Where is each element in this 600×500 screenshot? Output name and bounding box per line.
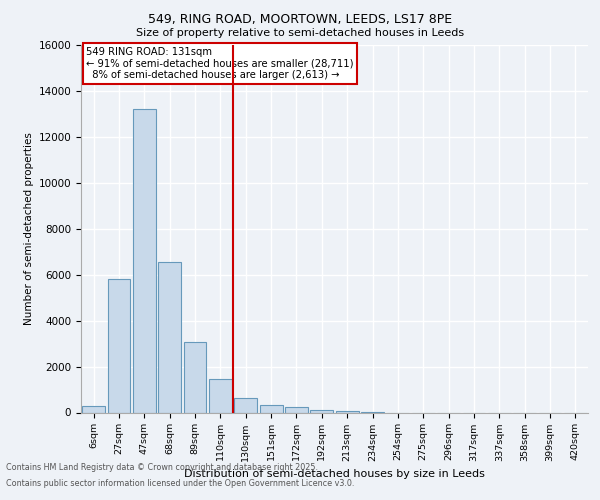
Text: 549, RING ROAD, MOORTOWN, LEEDS, LS17 8PE: 549, RING ROAD, MOORTOWN, LEEDS, LS17 8P… (148, 12, 452, 26)
Bar (310, 410, 333, 412)
Bar (133, 110, 156, 412)
Bar (260, 406, 283, 412)
Bar (158, 262, 181, 412)
Bar (209, 378, 232, 412)
Bar (285, 407, 308, 412)
Bar (82, 406, 105, 412)
Text: Contains HM Land Registry data © Crown copyright and database right 2025.: Contains HM Land Registry data © Crown c… (6, 464, 318, 472)
Bar (107, 280, 130, 412)
Text: Size of property relative to semi-detached houses in Leeds: Size of property relative to semi-detach… (136, 28, 464, 38)
Bar (184, 342, 206, 412)
Text: Contains public sector information licensed under the Open Government Licence v3: Contains public sector information licen… (6, 478, 355, 488)
X-axis label: Distribution of semi-detached houses by size in Leeds: Distribution of semi-detached houses by … (184, 469, 485, 479)
Bar (235, 398, 257, 412)
Bar (336, 410, 359, 412)
Text: 549 RING ROAD: 131sqm
← 91% of semi-detached houses are smaller (28,711)
  8% of: 549 RING ROAD: 131sqm ← 91% of semi-deta… (86, 47, 353, 80)
Y-axis label: Number of semi-detached properties: Number of semi-detached properties (25, 132, 34, 325)
